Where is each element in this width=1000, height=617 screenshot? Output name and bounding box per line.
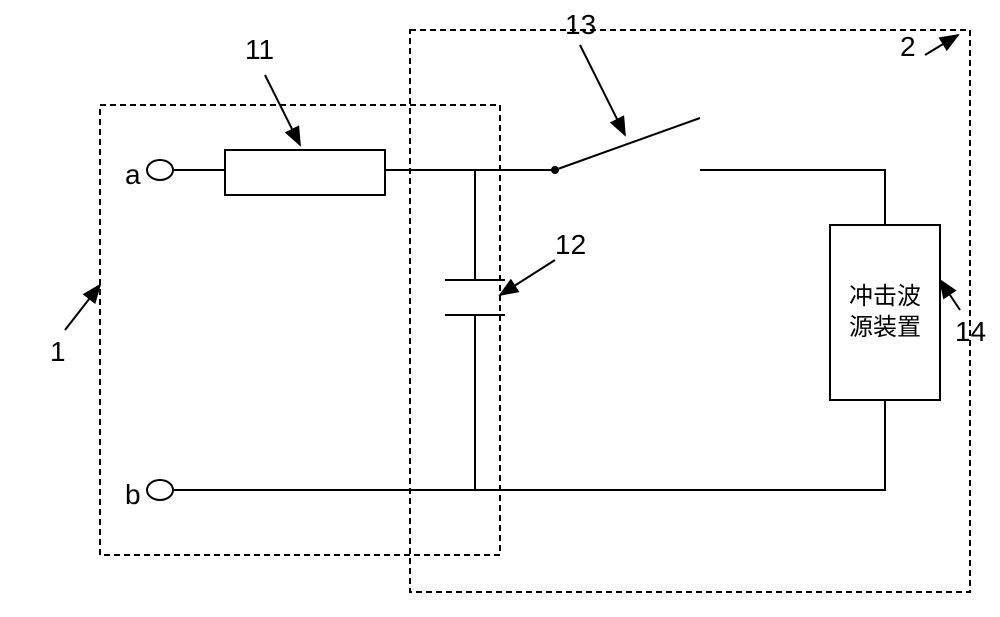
terminal-a-label: a bbox=[125, 159, 141, 191]
source-line2: 源装置 bbox=[849, 314, 921, 341]
wire-switch-to-source bbox=[700, 170, 885, 225]
terminal-b-label: b bbox=[125, 479, 141, 511]
label-11: 11 bbox=[245, 34, 274, 66]
wire-source-to-bus bbox=[173, 400, 885, 490]
circuit-diagram: a b 11 13 2 1 12 14 冲击波 源装置 bbox=[0, 0, 1000, 617]
arrow-to-14 bbox=[940, 280, 960, 310]
label-2: 2 bbox=[900, 31, 916, 63]
arrow-to-12 bbox=[500, 260, 555, 295]
label-12: 12 bbox=[555, 229, 586, 261]
switch-blade bbox=[555, 118, 700, 170]
label-14: 14 bbox=[955, 316, 986, 348]
arrow-to-1 bbox=[65, 285, 100, 330]
box-resistor bbox=[225, 150, 385, 195]
arrow-to-2 bbox=[925, 35, 958, 55]
box-region1 bbox=[100, 105, 500, 555]
label-1: 1 bbox=[50, 336, 66, 368]
arrow-to-11 bbox=[265, 75, 300, 145]
source-box-text: 冲击波 源装置 bbox=[830, 281, 940, 343]
label-13: 13 bbox=[565, 9, 596, 41]
arrow-to-13 bbox=[580, 45, 625, 135]
source-line1: 冲击波 bbox=[849, 283, 921, 310]
terminal-a bbox=[147, 160, 173, 180]
terminal-b bbox=[147, 480, 173, 500]
